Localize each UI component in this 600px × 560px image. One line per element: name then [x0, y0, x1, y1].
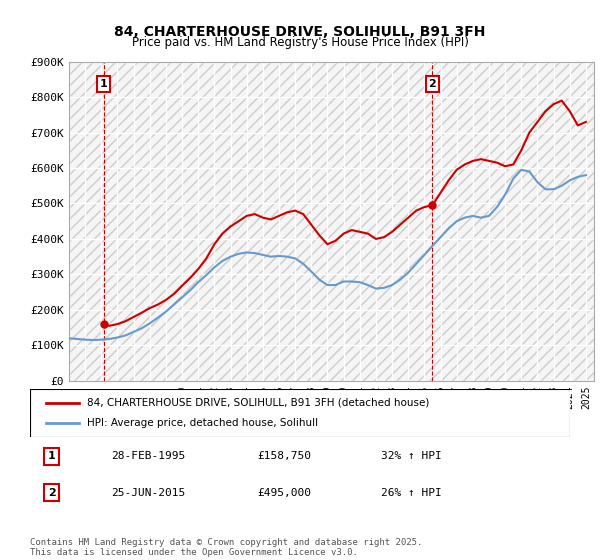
- Text: Price paid vs. HM Land Registry's House Price Index (HPI): Price paid vs. HM Land Registry's House …: [131, 36, 469, 49]
- Text: 1: 1: [100, 79, 107, 89]
- Text: Contains HM Land Registry data © Crown copyright and database right 2025.
This d: Contains HM Land Registry data © Crown c…: [30, 538, 422, 557]
- Text: £495,000: £495,000: [257, 488, 311, 497]
- Text: 28-FEB-1995: 28-FEB-1995: [111, 451, 185, 461]
- Text: 26% ↑ HPI: 26% ↑ HPI: [381, 488, 442, 497]
- Text: 32% ↑ HPI: 32% ↑ HPI: [381, 451, 442, 461]
- Text: HPI: Average price, detached house, Solihull: HPI: Average price, detached house, Soli…: [86, 418, 318, 428]
- Text: 1: 1: [48, 451, 55, 461]
- Text: 2: 2: [48, 488, 55, 497]
- Text: £158,750: £158,750: [257, 451, 311, 461]
- Text: 84, CHARTERHOUSE DRIVE, SOLIHULL, B91 3FH (detached house): 84, CHARTERHOUSE DRIVE, SOLIHULL, B91 3F…: [86, 398, 429, 408]
- Text: 25-JUN-2015: 25-JUN-2015: [111, 488, 185, 497]
- FancyBboxPatch shape: [30, 389, 570, 437]
- Text: 84, CHARTERHOUSE DRIVE, SOLIHULL, B91 3FH: 84, CHARTERHOUSE DRIVE, SOLIHULL, B91 3F…: [115, 25, 485, 39]
- Text: 2: 2: [428, 79, 436, 89]
